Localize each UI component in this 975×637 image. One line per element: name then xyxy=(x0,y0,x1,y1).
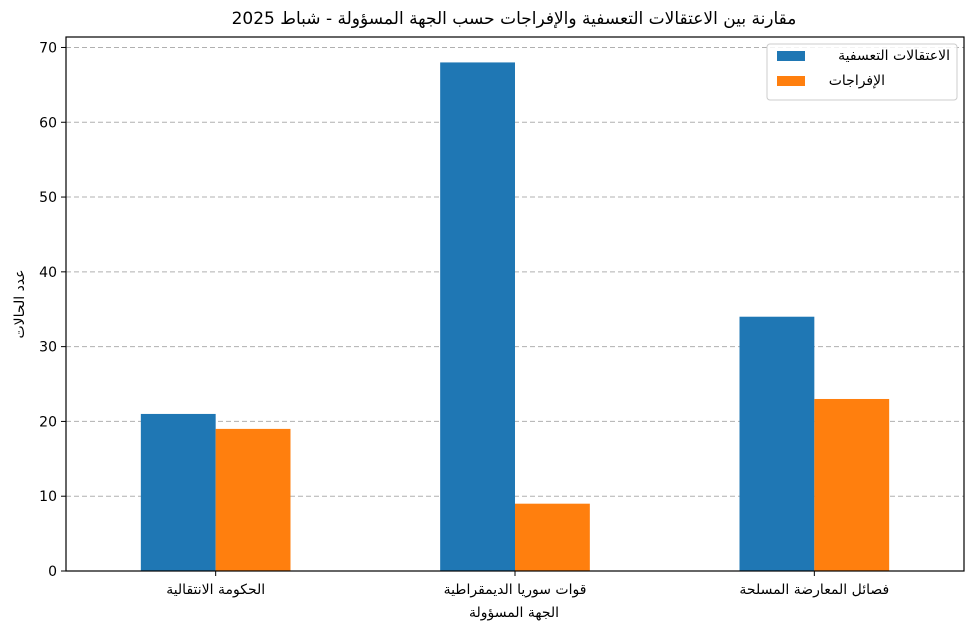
legend: الاعتقالات التعسفية الإفراجات xyxy=(766,43,958,101)
legend-label-releases: الإفراجات xyxy=(829,73,885,89)
x-tick-label: فصائل المعارضة المسلحة xyxy=(739,582,889,598)
y-axis-ticks: 0 10 20 30 40 50 60 70 xyxy=(39,40,66,580)
y-tick-label: 50 xyxy=(39,190,57,206)
legend-label-arrests: الاعتقالات التعسفية xyxy=(838,48,950,64)
bar-arrests xyxy=(440,62,515,572)
x-axis-label: الجهة المسؤولة xyxy=(469,605,559,621)
bar-releases xyxy=(814,398,890,571)
legend-swatch-arrests xyxy=(777,51,805,61)
chart-title: مقارنة بين الاعتقالات التعسفية والإفراجا… xyxy=(232,9,797,29)
legend-swatch-releases xyxy=(777,76,805,86)
bar-arrests xyxy=(739,316,815,571)
bar-releases xyxy=(215,428,291,571)
y-tick-label: 60 xyxy=(39,115,57,131)
y-tick-label: 40 xyxy=(39,265,57,281)
bar-releases xyxy=(515,503,590,571)
y-tick-label: 20 xyxy=(39,414,57,430)
y-tick-label: 70 xyxy=(39,40,57,56)
y-axis-label: عدد الحالات xyxy=(12,269,28,338)
y-tick-label: 10 xyxy=(39,489,57,505)
y-tick-label: 0 xyxy=(48,564,57,580)
bars xyxy=(140,62,890,572)
y-tick-label: 30 xyxy=(39,340,57,356)
bar-arrests xyxy=(140,413,216,571)
x-axis-ticks: الحكومة الانتقالية قوات سوريا الديمقراطية… xyxy=(166,571,889,598)
x-tick-label: الحكومة الانتقالية xyxy=(166,582,265,598)
legend-box xyxy=(766,43,958,101)
x-tick-label: قوات سوريا الديمقراطية xyxy=(444,582,587,598)
